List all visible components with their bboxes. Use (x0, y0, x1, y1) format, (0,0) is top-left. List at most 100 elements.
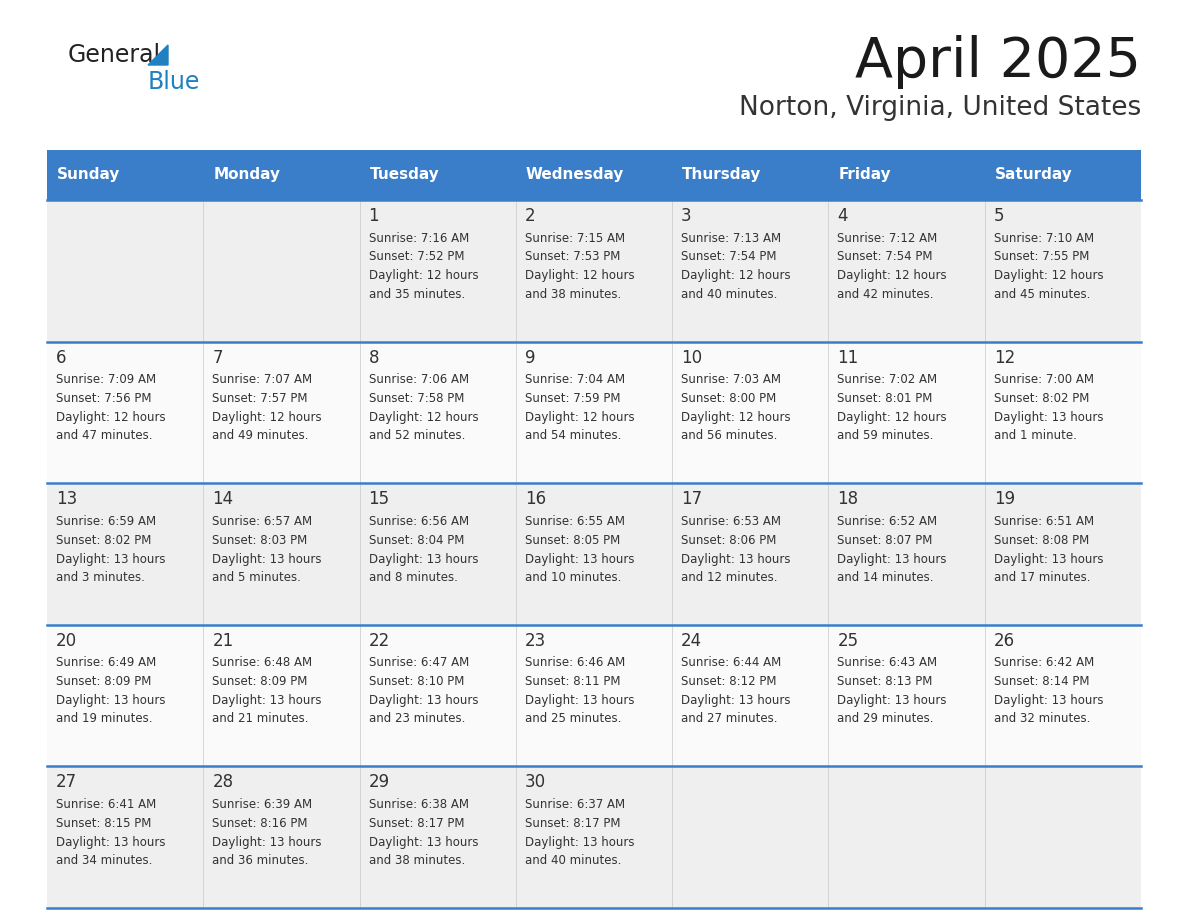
Text: and 38 minutes.: and 38 minutes. (525, 287, 621, 300)
Text: Sunset: 7:56 PM: Sunset: 7:56 PM (56, 392, 152, 405)
Bar (48, 483, 1140, 625)
Text: Daylight: 12 hours: Daylight: 12 hours (681, 411, 791, 424)
Text: Sunrise: 6:53 AM: Sunrise: 6:53 AM (681, 515, 782, 528)
Text: Sunrise: 6:49 AM: Sunrise: 6:49 AM (56, 656, 157, 669)
Text: 14: 14 (213, 490, 233, 509)
Text: Sunrise: 7:09 AM: Sunrise: 7:09 AM (56, 373, 156, 386)
Text: and 21 minutes.: and 21 minutes. (213, 712, 309, 725)
Bar (985, 150, 1140, 200)
Text: and 3 minutes.: and 3 minutes. (56, 571, 145, 584)
Text: Sunrise: 6:39 AM: Sunrise: 6:39 AM (213, 798, 312, 811)
Text: Sunset: 8:06 PM: Sunset: 8:06 PM (681, 533, 777, 547)
Text: Sunrise: 7:04 AM: Sunrise: 7:04 AM (525, 373, 625, 386)
Text: 5: 5 (993, 207, 1004, 225)
Text: Daylight: 12 hours: Daylight: 12 hours (525, 411, 634, 424)
Text: 3: 3 (681, 207, 691, 225)
Bar (203, 150, 360, 200)
Text: and 27 minutes.: and 27 minutes. (681, 712, 778, 725)
Text: Daylight: 13 hours: Daylight: 13 hours (213, 553, 322, 565)
Text: Sunrise: 7:07 AM: Sunrise: 7:07 AM (213, 373, 312, 386)
Text: 20: 20 (56, 632, 77, 650)
Text: 2: 2 (525, 207, 536, 225)
Text: Daylight: 12 hours: Daylight: 12 hours (368, 411, 479, 424)
Text: Sunset: 7:53 PM: Sunset: 7:53 PM (525, 251, 620, 263)
Text: Sunset: 8:00 PM: Sunset: 8:00 PM (681, 392, 777, 405)
Bar (48, 150, 203, 200)
Text: and 1 minute.: and 1 minute. (993, 429, 1076, 442)
Text: Daylight: 12 hours: Daylight: 12 hours (681, 270, 791, 283)
Text: Sunset: 8:17 PM: Sunset: 8:17 PM (368, 817, 465, 830)
Text: and 56 minutes.: and 56 minutes. (681, 429, 777, 442)
Text: 18: 18 (838, 490, 859, 509)
Text: Sunrise: 6:44 AM: Sunrise: 6:44 AM (681, 656, 782, 669)
Text: 7: 7 (213, 349, 223, 366)
Text: Sunset: 8:09 PM: Sunset: 8:09 PM (213, 676, 308, 688)
Text: Friday: Friday (839, 167, 891, 183)
Text: Sunset: 8:12 PM: Sunset: 8:12 PM (681, 676, 777, 688)
Text: Daylight: 13 hours: Daylight: 13 hours (993, 694, 1104, 707)
Text: Sunrise: 6:47 AM: Sunrise: 6:47 AM (368, 656, 469, 669)
Text: and 47 minutes.: and 47 minutes. (56, 429, 152, 442)
Text: Sunrise: 6:59 AM: Sunrise: 6:59 AM (56, 515, 156, 528)
Text: 24: 24 (681, 632, 702, 650)
Text: 21: 21 (213, 632, 234, 650)
Text: and 40 minutes.: and 40 minutes. (525, 854, 621, 867)
Bar (672, 150, 828, 200)
Text: and 25 minutes.: and 25 minutes. (525, 712, 621, 725)
Text: Sunset: 8:08 PM: Sunset: 8:08 PM (993, 533, 1089, 547)
Text: Sunrise: 6:42 AM: Sunrise: 6:42 AM (993, 656, 1094, 669)
Text: and 35 minutes.: and 35 minutes. (368, 287, 465, 300)
Text: Daylight: 13 hours: Daylight: 13 hours (56, 694, 165, 707)
Text: Daylight: 13 hours: Daylight: 13 hours (993, 411, 1104, 424)
Text: and 29 minutes.: and 29 minutes. (838, 712, 934, 725)
Text: Sunset: 7:52 PM: Sunset: 7:52 PM (368, 251, 465, 263)
Bar (48, 767, 1140, 908)
Text: Monday: Monday (214, 167, 280, 183)
Text: Sunrise: 6:48 AM: Sunrise: 6:48 AM (213, 656, 312, 669)
Bar (48, 200, 1140, 341)
Text: Daylight: 12 hours: Daylight: 12 hours (213, 411, 322, 424)
Text: Sunrise: 7:12 AM: Sunrise: 7:12 AM (838, 231, 937, 244)
Text: 27: 27 (56, 773, 77, 791)
Text: Tuesday: Tuesday (369, 167, 440, 183)
Text: and 52 minutes.: and 52 minutes. (368, 429, 465, 442)
Text: Daylight: 12 hours: Daylight: 12 hours (525, 270, 634, 283)
Text: 12: 12 (993, 349, 1015, 366)
Text: 26: 26 (993, 632, 1015, 650)
Text: and 59 minutes.: and 59 minutes. (838, 429, 934, 442)
Text: Daylight: 13 hours: Daylight: 13 hours (213, 694, 322, 707)
Text: 25: 25 (838, 632, 859, 650)
Text: Sunset: 7:54 PM: Sunset: 7:54 PM (838, 251, 933, 263)
Text: Sunset: 8:13 PM: Sunset: 8:13 PM (838, 676, 933, 688)
Text: Daylight: 13 hours: Daylight: 13 hours (993, 553, 1104, 565)
Text: Sunset: 8:02 PM: Sunset: 8:02 PM (56, 533, 151, 547)
Text: Sunset: 8:11 PM: Sunset: 8:11 PM (525, 676, 620, 688)
Text: General: General (68, 43, 162, 67)
Text: 22: 22 (368, 632, 390, 650)
Text: Daylight: 13 hours: Daylight: 13 hours (525, 836, 634, 849)
Text: Daylight: 13 hours: Daylight: 13 hours (56, 836, 165, 849)
Text: 4: 4 (838, 207, 848, 225)
Text: and 23 minutes.: and 23 minutes. (368, 712, 465, 725)
Text: 13: 13 (56, 490, 77, 509)
Text: Sunset: 7:55 PM: Sunset: 7:55 PM (993, 251, 1089, 263)
Text: and 36 minutes.: and 36 minutes. (213, 854, 309, 867)
Text: and 12 minutes.: and 12 minutes. (681, 571, 778, 584)
Text: Sunrise: 7:16 AM: Sunrise: 7:16 AM (368, 231, 469, 244)
Text: and 42 minutes.: and 42 minutes. (838, 287, 934, 300)
Text: and 32 minutes.: and 32 minutes. (993, 712, 1091, 725)
Text: Daylight: 13 hours: Daylight: 13 hours (368, 836, 478, 849)
Text: 16: 16 (525, 490, 546, 509)
Text: Sunset: 8:04 PM: Sunset: 8:04 PM (368, 533, 465, 547)
Text: 29: 29 (368, 773, 390, 791)
Text: and 40 minutes.: and 40 minutes. (681, 287, 777, 300)
Text: Sunday: Sunday (57, 167, 120, 183)
Text: Sunset: 8:01 PM: Sunset: 8:01 PM (838, 392, 933, 405)
Text: Daylight: 13 hours: Daylight: 13 hours (368, 553, 478, 565)
Text: 8: 8 (368, 349, 379, 366)
Text: Daylight: 13 hours: Daylight: 13 hours (56, 553, 165, 565)
Text: Sunset: 8:16 PM: Sunset: 8:16 PM (213, 817, 308, 830)
Text: Sunrise: 7:15 AM: Sunrise: 7:15 AM (525, 231, 625, 244)
Text: Sunrise: 6:43 AM: Sunrise: 6:43 AM (838, 656, 937, 669)
Text: 9: 9 (525, 349, 536, 366)
